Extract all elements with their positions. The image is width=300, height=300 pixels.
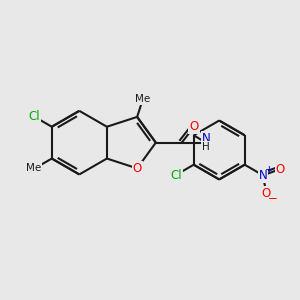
Text: H: H bbox=[202, 142, 210, 152]
Text: −: − bbox=[268, 192, 278, 205]
Text: O: O bbox=[189, 120, 199, 134]
Text: Me: Me bbox=[26, 163, 41, 173]
Text: N: N bbox=[259, 169, 267, 182]
Text: Me: Me bbox=[135, 94, 151, 104]
Text: O: O bbox=[276, 163, 285, 176]
Text: Cl: Cl bbox=[170, 169, 182, 182]
Text: +: + bbox=[265, 165, 274, 175]
Text: O: O bbox=[133, 162, 142, 175]
Text: O: O bbox=[262, 187, 271, 200]
Text: Cl: Cl bbox=[28, 110, 40, 123]
Text: N: N bbox=[202, 132, 210, 145]
